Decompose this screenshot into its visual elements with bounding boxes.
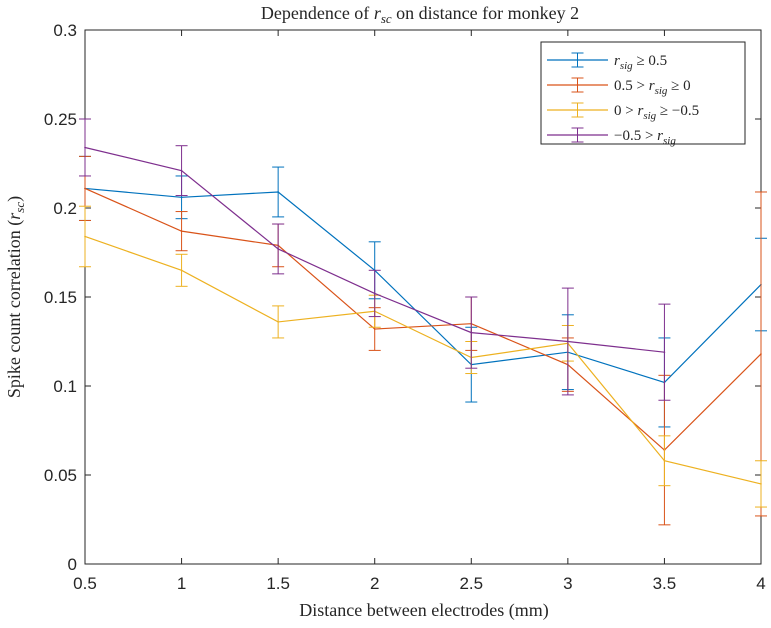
legend-label: 0 > rsig ≥ −0.5: [614, 103, 699, 122]
y-axis-label-prefix: Spike count correlation (: [4, 220, 25, 398]
data-point: [180, 230, 183, 232]
data-point: [760, 353, 762, 355]
legend-label-legend-math: r: [657, 128, 663, 144]
data-point: [84, 146, 86, 149]
data-point: [180, 169, 183, 172]
data-point: [567, 340, 569, 343]
legend: rsig ≥ 0.50.5 > rsig ≥ 00 > rsig ≥ −0.5−…: [540, 41, 746, 147]
legend-label-legend-lead: 0 >: [614, 103, 637, 119]
data-point: [663, 351, 666, 353]
data-point: [277, 321, 279, 323]
y-axis-label: Spike count correlation (rsc): [4, 196, 27, 398]
legend-label-legend-lead: 0.5 >: [614, 78, 649, 94]
chart-title-prefix: Dependence of: [261, 3, 374, 23]
tick-label-layer: 0.5 1 1.5 2 2.5 3 3.5 4 0 0.05 0.1 0.15 0.2 0.25 0.3: [44, 21, 766, 593]
legend-entry-4: −0.5 > rsig: [547, 127, 676, 147]
y-tick-label: 0.3: [53, 21, 77, 40]
series-4: [79, 118, 671, 401]
data-point: [180, 196, 183, 199]
legend-label-legend-sub: sig: [655, 85, 668, 97]
data-point: [84, 187, 86, 190]
legend-label-legend-rest: ≥ 0.5: [633, 53, 667, 69]
data-point: [373, 328, 376, 330]
data-point: [180, 269, 183, 272]
x-tick-label: 1: [177, 574, 186, 593]
x-axis-label: Distance between electrodes (mm): [299, 600, 548, 621]
legend-label: −0.5 > rsig: [614, 128, 676, 147]
y-tick-label: 0.1: [53, 377, 77, 396]
data-point: [663, 459, 666, 462]
legend-label-legend-sub: sig: [620, 60, 633, 72]
y-tick-label: 0.05: [44, 466, 77, 485]
legend-label-legend-sub: sig: [643, 110, 656, 122]
legend-label: 0.5 > rsig ≥ 0: [614, 78, 691, 97]
y-tick-label: 0.25: [44, 110, 77, 129]
chart-title: Dependence of rsc on distance for monkey…: [261, 3, 579, 26]
legend-label-legend-rest: ≥ −0.5: [656, 103, 699, 119]
x-tick-label: 3: [563, 574, 572, 593]
y-tick-label: 0.15: [44, 288, 77, 307]
x-tick-label: 4: [756, 574, 765, 593]
legend-label-legend-math: r: [649, 78, 655, 94]
x-tick-label: 0.5: [73, 574, 97, 593]
y-axis-label-suffix: ): [4, 196, 25, 202]
chart-title-math-sub: sc: [381, 11, 392, 26]
legend-entry-2: 0.5 > rsig ≥ 0: [547, 77, 691, 97]
legend-label-legend-math: r: [637, 103, 643, 119]
legend-entry-3: 0 > rsig ≥ −0.5: [547, 102, 699, 122]
y-tick-label: 0: [68, 555, 77, 574]
x-tick-label: 2.5: [459, 574, 483, 593]
x-tick-label: 2: [370, 574, 379, 593]
chart-title-suffix: on distance for monkey 2: [392, 3, 579, 23]
x-tick-label: 1.5: [266, 574, 290, 593]
data-point: [277, 248, 279, 250]
x-tick-label: 3.5: [653, 574, 677, 593]
series-line: [84, 187, 762, 384]
legend-label: rsig ≥ 0.5: [614, 53, 667, 72]
data-point: [277, 191, 279, 193]
legend-label-legend-math: r: [614, 53, 620, 69]
y-axis-label-math: r: [4, 212, 24, 220]
data-point: [84, 235, 86, 238]
chart-title-math: r: [374, 3, 382, 23]
data-point: [470, 331, 473, 334]
y-axis-label-math-sub: sc: [12, 202, 27, 213]
data-point: [373, 292, 376, 295]
series-line: [84, 235, 762, 485]
legend-entry-1: rsig ≥ 0.5: [547, 52, 667, 72]
series-line: [84, 187, 762, 451]
legend-label-legend-sub: sig: [663, 135, 676, 147]
legend-box: [540, 41, 746, 145]
series-layer: [79, 118, 767, 526]
y-tick-label: 0.2: [53, 199, 77, 218]
legend-label-legend-lead: −0.5 >: [614, 128, 657, 144]
data-point: [760, 483, 762, 485]
legend-label-legend-rest: ≥ 0: [667, 78, 690, 94]
